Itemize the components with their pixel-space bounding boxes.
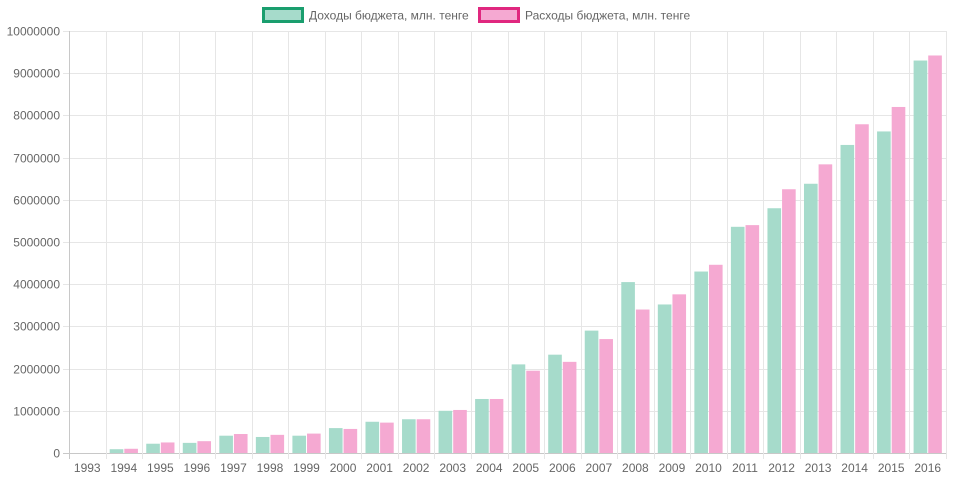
x-tick-label: 2007	[586, 461, 613, 475]
x-tick-label: 2011	[732, 461, 758, 475]
expense-bar-1999[interactable]	[307, 433, 321, 453]
expense-bar-2014[interactable]	[855, 124, 869, 453]
expense-bar-2015[interactable]	[891, 106, 906, 454]
x-tick-label: 2009	[659, 461, 686, 475]
income-bar-2014[interactable]	[840, 144, 855, 453]
income-bar-2000[interactable]	[328, 428, 343, 453]
x-tick-label: 2010	[695, 461, 722, 475]
income-bar-2016[interactable]	[913, 60, 928, 453]
y-tick-label: 4000000	[13, 278, 60, 292]
expense-bar-2002[interactable]	[416, 419, 431, 453]
y-tick-label: 9000000	[13, 67, 60, 81]
x-tick-label: 1999	[293, 461, 320, 475]
income-bar-2004[interactable]	[475, 398, 489, 453]
x-tick-label: 2006	[549, 461, 576, 475]
income-bar-1994[interactable]	[109, 449, 124, 453]
x-tick-label: 2003	[439, 461, 466, 475]
x-tick-label: 2016	[914, 461, 941, 475]
income-bar-2008[interactable]	[621, 282, 635, 453]
x-tick-label: 2014	[841, 461, 868, 475]
x-tick-label: 2012	[768, 461, 795, 475]
income-bar-2011[interactable]	[730, 226, 745, 453]
expense-bar-1995[interactable]	[160, 442, 175, 453]
y-tick-label: 10000000	[7, 25, 61, 39]
income-bar-2009[interactable]	[657, 304, 672, 453]
income-bar-2003[interactable]	[438, 410, 453, 453]
income-bar-2013[interactable]	[803, 183, 818, 453]
expense-bar-2009[interactable]	[672, 294, 687, 453]
legend-swatch-expenses[interactable]	[478, 7, 520, 23]
expense-bar-2001[interactable]	[380, 422, 394, 453]
x-tick-label: 1995	[147, 461, 174, 475]
expense-bar-2006[interactable]	[562, 361, 577, 453]
x-tick-label: 2013	[805, 461, 832, 475]
x-tick-label: 2005	[512, 461, 539, 475]
legend-label-expenses[interactable]: Расходы бюджета, млн. тенге	[525, 9, 690, 23]
y-tick-label: 6000000	[13, 194, 60, 208]
legend: Доходы бюджета, млн. тенге Расходы бюдже…	[262, 7, 690, 23]
x-tick-label: 1997	[220, 461, 247, 475]
legend-label-income[interactable]: Доходы бюджета, млн. тенге	[309, 9, 469, 23]
expense-bar-1998[interactable]	[270, 434, 285, 453]
y-tick-label: 2000000	[13, 363, 60, 377]
income-bar-2007[interactable]	[584, 330, 599, 453]
expense-bar-2007[interactable]	[599, 339, 613, 453]
expense-bar-2013[interactable]	[818, 164, 833, 453]
income-bar-1999[interactable]	[292, 435, 307, 453]
x-tick-label: 2000	[330, 461, 357, 475]
x-tick-label: 2008	[622, 461, 649, 475]
income-bar-1997[interactable]	[219, 435, 233, 453]
expense-bar-2004[interactable]	[489, 398, 504, 453]
income-bar-2002[interactable]	[402, 419, 416, 453]
x-tick-label: 1998	[257, 461, 284, 475]
expense-bar-2005[interactable]	[526, 370, 540, 453]
income-bar-2012[interactable]	[767, 208, 782, 453]
income-bar-1995[interactable]	[146, 443, 160, 453]
expense-bar-2010[interactable]	[708, 264, 723, 453]
y-tick-label: 5000000	[13, 236, 60, 250]
income-bar-1996[interactable]	[182, 442, 197, 453]
bars	[109, 55, 942, 454]
x-tick-label: 2004	[476, 461, 503, 475]
y-axis: 0 1000000 2000000 3000000 4000000 5000000 6000…	[7, 25, 61, 461]
x-tick-label: 1996	[184, 461, 211, 475]
x-tick-label: 1994	[110, 461, 137, 475]
expense-bar-2003[interactable]	[453, 409, 467, 453]
x-axis: 1993 1994 1995 1996 1997 1998 1999 2000 2001 2002…	[74, 461, 941, 475]
income-bar-2010[interactable]	[694, 271, 708, 453]
expense-bar-2012[interactable]	[782, 189, 796, 453]
expense-bar-2011[interactable]	[745, 225, 760, 453]
y-tick-label: 7000000	[13, 152, 60, 166]
expense-bar-2016[interactable]	[928, 55, 942, 453]
x-tick-label: 2001	[366, 461, 393, 475]
x-tick-label: 1993	[74, 461, 101, 475]
income-bar-2001[interactable]	[365, 421, 380, 453]
expense-bar-1997[interactable]	[233, 434, 248, 453]
income-bar-2015[interactable]	[877, 131, 891, 453]
grid-lines	[63, 31, 947, 459]
expense-bar-1996[interactable]	[197, 441, 212, 453]
y-tick-label: 8000000	[13, 109, 60, 123]
income-bar-2005[interactable]	[511, 364, 526, 453]
y-tick-label: 0	[53, 447, 60, 461]
expense-bar-2008[interactable]	[635, 309, 650, 453]
y-tick-label: 3000000	[13, 320, 60, 334]
x-tick-label: 2002	[403, 461, 430, 475]
x-tick-label: 2015	[878, 461, 905, 475]
expense-bar-2000[interactable]	[343, 428, 358, 453]
expense-bar-1994[interactable]	[124, 448, 138, 453]
legend-swatch-income[interactable]	[262, 7, 304, 23]
y-tick-label: 1000000	[13, 405, 60, 419]
income-bar-1998[interactable]	[255, 436, 270, 453]
income-bar-2006[interactable]	[548, 354, 562, 453]
